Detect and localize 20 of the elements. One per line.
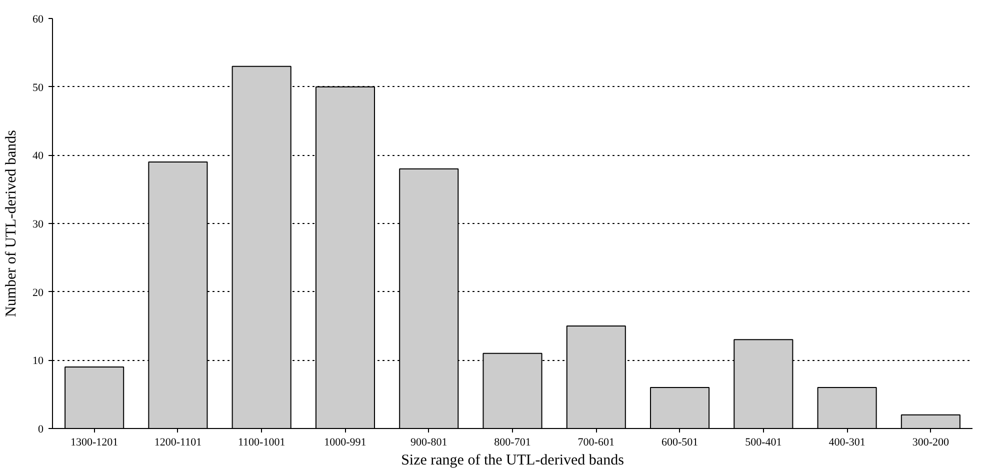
y-tick-label: 20 [32, 286, 44, 299]
y-tick-label: 60 [32, 14, 44, 26]
y-tick-label: 30 [32, 218, 44, 230]
x-tick-label: 300-200 [912, 436, 950, 448]
y-axis-title: Number of UTL-derived bands [4, 130, 20, 318]
y-tick-label: 0 [38, 424, 44, 436]
y-tick-label: 40 [32, 150, 44, 162]
x-tick-label: 400-301 [828, 436, 866, 448]
y-tick-label: 50 [32, 82, 44, 94]
x-tick-label: 600-501 [661, 436, 698, 448]
x-tick-label: 800-701 [494, 436, 531, 448]
x-tick-label: 1200-1101 [154, 436, 202, 448]
x-tick-label: 1000-991 [324, 436, 366, 448]
x-tick-label: 900-801 [410, 436, 448, 448]
x-tick-label: 1300-1201 [70, 436, 118, 448]
y-tick-label: 10 [32, 355, 44, 368]
x-tick-label: 700-601 [578, 436, 614, 448]
x-axis-title: Size range of the UTL-derived bands [401, 452, 624, 468]
x-tick-label: 500-401 [745, 436, 782, 448]
x-tick-label: 1100-1001 [238, 436, 286, 448]
